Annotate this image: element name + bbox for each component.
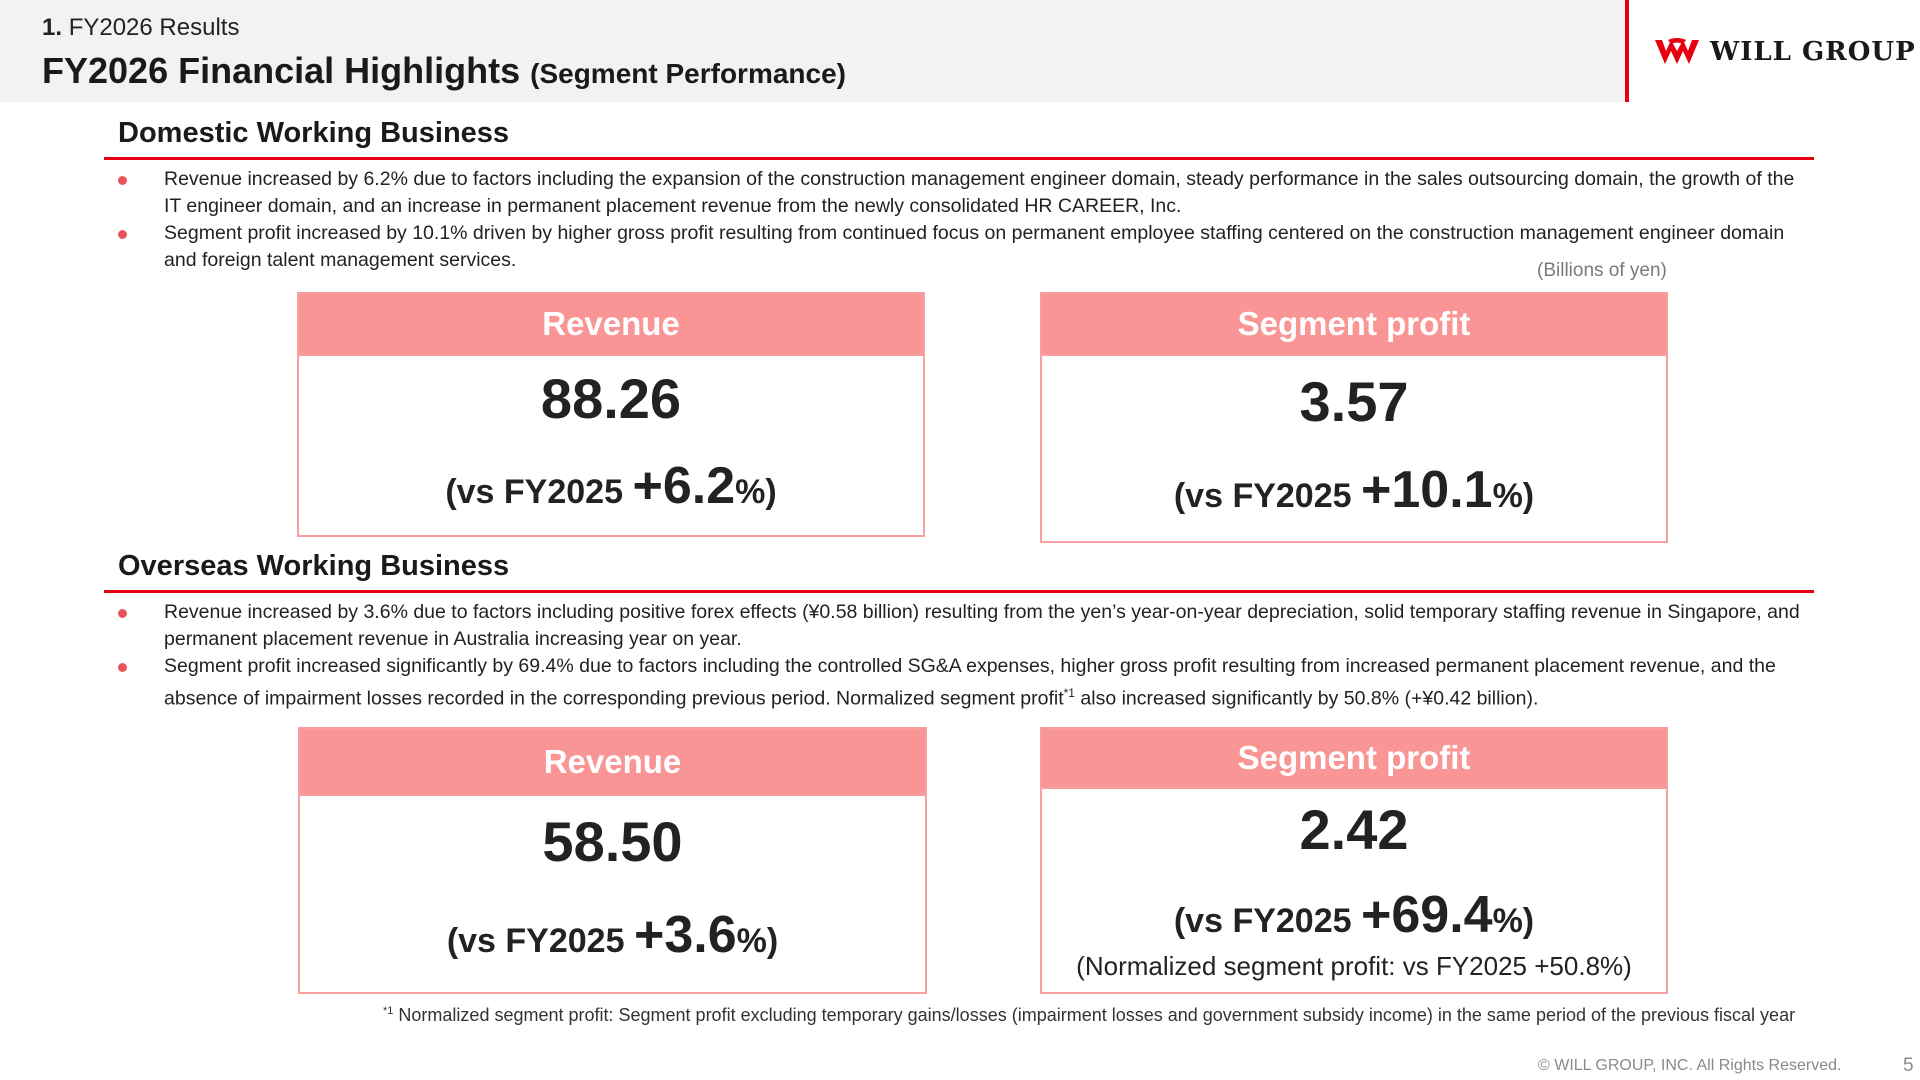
page-title-main: FY2026 Financial Highlights [42, 50, 521, 91]
copyright: © WILL GROUP, INC. All Rights Reserved. [1538, 1057, 1842, 1074]
overseas-profit-card: Segment profit 2.42 (vs FY2025 +69.4%) (… [1040, 727, 1668, 994]
bullet-dot-icon [118, 663, 127, 672]
domestic-divider [104, 157, 1814, 160]
overseas-revenue-value: 58.50 [542, 810, 683, 873]
section-number: 1. [42, 14, 63, 41]
logo-text: WILL GROUP [1710, 37, 1916, 67]
overseas-profit-comparison: (vs FY2025 +69.4%) [1173, 886, 1535, 944]
list-item: Segment profit increased by 10.1% driven… [118, 220, 1808, 274]
overseas-revenue-card: Revenue 58.50 (vs FY2025 +3.6%) [298, 727, 927, 994]
footnote-marker: *1 [383, 1005, 394, 1017]
domestic-bullet-list: Revenue increased by 6.2% due to factors… [118, 166, 1808, 274]
domestic-revenue-comparison: (vs FY2025 +6.2%) [445, 457, 777, 515]
domestic-profit-comparison: (vs FY2025 +10.1%) [1173, 461, 1535, 519]
list-item: Revenue increased by 3.6% due to factors… [118, 599, 1808, 653]
overseas-section-title: Overseas Working Business [118, 550, 510, 582]
overseas-bullet-list: Revenue increased by 3.6% due to factors… [118, 599, 1808, 713]
overseas-revenue-comparison: (vs FY2025 +3.6%) [446, 906, 779, 964]
list-item: Segment profit increased significantly b… [118, 653, 1808, 713]
overseas-profit-value: 2.42 [1299, 798, 1409, 861]
footnote: *1 Normalized segment profit: Segment pr… [383, 1005, 1795, 1026]
domestic-section-title: Domestic Working Business [118, 117, 510, 149]
card-header: Revenue [299, 294, 923, 356]
overseas-divider [104, 590, 1814, 593]
card-header: Segment profit [1042, 729, 1666, 789]
company-logo: WILL GROUP [1654, 34, 1916, 70]
domestic-revenue-value: 88.26 [540, 367, 682, 430]
footnote-text: Normalized segment profit: Segment profi… [398, 1005, 1796, 1025]
footnote-marker: *1 [1063, 686, 1075, 700]
page-number: 5 [1903, 1055, 1914, 1076]
domestic-profit-value: 3.57 [1299, 370, 1409, 433]
normalized-profit-note: (Normalized segment profit: vs FY2025 +5… [1076, 951, 1632, 981]
page-title: FY2026 Financial Highlights (Segment Per… [42, 50, 846, 92]
card-header: Segment profit [1042, 294, 1666, 356]
section-label: 1. FY2026 Results [42, 14, 239, 42]
bullet-dot-icon [118, 176, 127, 185]
bullet-dot-icon [118, 230, 127, 239]
page-title-sub: (Segment Performance) [530, 58, 846, 89]
list-item: Revenue increased by 6.2% due to factors… [118, 166, 1808, 220]
domestic-profit-card: Segment profit 3.57 (vs FY2025 +10.1%) [1040, 292, 1668, 543]
will-group-logo-icon [1655, 38, 1699, 64]
header-band [0, 0, 1627, 102]
bullet-dot-icon [118, 609, 127, 618]
domestic-revenue-card: Revenue 88.26 (vs FY2025 +6.2%) [297, 292, 925, 537]
section-name: FY2026 Results [68, 14, 240, 41]
header-divider [1625, 0, 1629, 102]
card-header: Revenue [300, 729, 925, 796]
units-label: (Billions of yen) [1537, 260, 1667, 281]
